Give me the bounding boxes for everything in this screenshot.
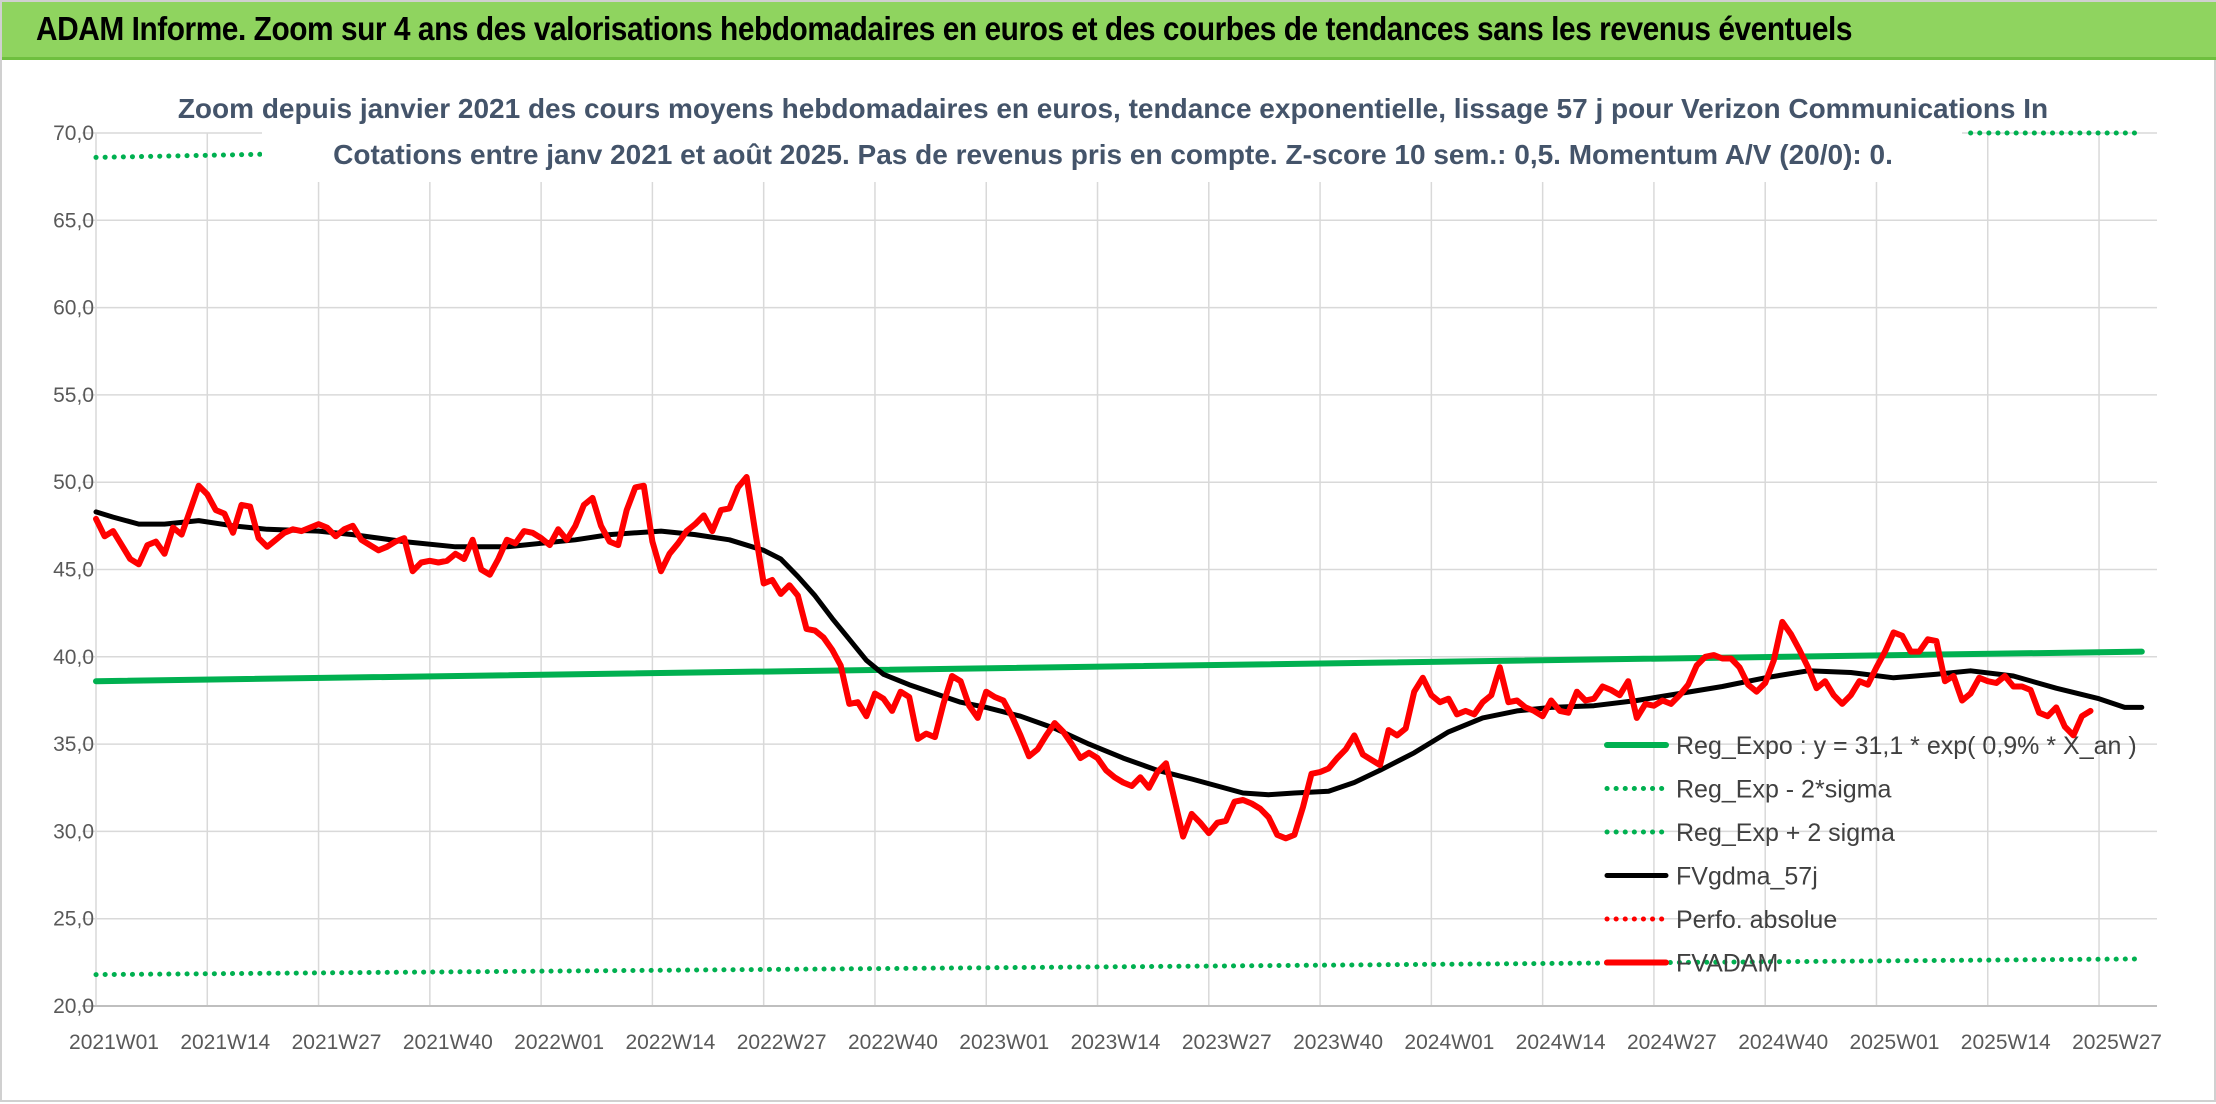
y-tick-label: 25,0 bbox=[53, 908, 94, 931]
legend-item: FVgdma_57j bbox=[1604, 863, 1818, 891]
series-reg-exp-2-sigma-line bbox=[93, 151, 279, 160]
x-tick-label: 2024W40 bbox=[1738, 1031, 1828, 1054]
y-tick-label: 40,0 bbox=[53, 646, 94, 669]
x-tick-label: 2022W40 bbox=[848, 1031, 938, 1054]
y-tick-label: 45,0 bbox=[53, 559, 94, 582]
y-axis: 20,0 25,0 30,0 35,0 40,0 45,0 50,0 55,0 60,0 65,0… bbox=[53, 122, 94, 1018]
x-tick-label: 2021W40 bbox=[403, 1031, 493, 1054]
x-tick-label: 2023W01 bbox=[959, 1031, 1049, 1054]
x-tick-label: 2023W27 bbox=[1182, 1031, 1272, 1054]
x-axis: 2021W01 2021W14 2021W27 2021W40 2022W01 2022W… bbox=[69, 1031, 2162, 1054]
legend-label: FVADAM bbox=[1676, 950, 1778, 978]
x-tick-label: 2021W14 bbox=[180, 1031, 270, 1054]
y-tick-label: 50,0 bbox=[53, 471, 94, 494]
x-tick-label: 2022W14 bbox=[625, 1031, 715, 1054]
legend-label: Perfo. absolue bbox=[1676, 906, 1837, 934]
x-tick-label: 2023W14 bbox=[1071, 1031, 1161, 1054]
legend-label: FVgdma_57j bbox=[1676, 863, 1818, 891]
x-tick-label: 2025W01 bbox=[1850, 1031, 1940, 1054]
series-reg-expo-y-31-1-exp-0-9-x-an-line bbox=[93, 648, 2145, 685]
report-banner: ADAM Informe. Zoom sur 4 ans des valoris… bbox=[2, 2, 2216, 60]
x-tick-label: 2024W14 bbox=[1516, 1031, 1606, 1054]
x-tick-label: 2021W01 bbox=[69, 1031, 159, 1054]
y-tick-label: 65,0 bbox=[53, 209, 94, 232]
series-fvadam-line bbox=[93, 474, 2094, 842]
series-reg-exp-2-sigma-line bbox=[93, 956, 2145, 978]
legend-item: Reg_Expo : y = 31,1 * exp( 0,9% * X_an ) bbox=[1604, 732, 2137, 760]
series-fvadam bbox=[93, 474, 2094, 842]
series-reg-exp-2-sigma bbox=[93, 130, 2145, 160]
y-tick-label: 70,0 bbox=[53, 122, 94, 145]
gridlines bbox=[82, 132, 2157, 1007]
legend-label: Reg_Exp - 2*sigma bbox=[1676, 776, 1891, 804]
y-tick-label: 30,0 bbox=[53, 820, 94, 843]
legend: Reg_Expo : y = 31,1 * exp( 0,9% * X_an )… bbox=[1604, 732, 2137, 978]
legend-item: Perfo. absolue bbox=[1604, 906, 1837, 934]
series-reg-exp-2-sigma bbox=[93, 956, 2145, 978]
y-tick-label: 20,0 bbox=[53, 995, 94, 1018]
legend-label: Reg_Exp + 2 sigma bbox=[1676, 819, 1895, 847]
y-tick-label: 35,0 bbox=[53, 733, 94, 756]
x-tick-label: 2024W27 bbox=[1627, 1031, 1717, 1054]
report-title: ADAM Informe. Zoom sur 4 ans des valoris… bbox=[36, 10, 1853, 47]
legend-item: Reg_Exp - 2*sigma bbox=[1604, 776, 1891, 804]
series-reg-expo-y-31-1-exp-0-9-x-an bbox=[93, 648, 2145, 685]
x-tick-label: 2022W27 bbox=[737, 1031, 827, 1054]
y-tick-label: 55,0 bbox=[53, 384, 94, 407]
chart-subtitle: Cotations entre janv 2021 et août 2025. … bbox=[333, 139, 1893, 170]
legend-label: Reg_Expo : y = 31,1 * exp( 0,9% * X_an ) bbox=[1676, 732, 2137, 760]
x-tick-label: 2025W27 bbox=[2072, 1031, 2162, 1054]
x-tick-label: 2022W01 bbox=[514, 1031, 604, 1054]
chart-title: Zoom depuis janvier 2021 des cours moyen… bbox=[178, 93, 2048, 124]
plot-area bbox=[93, 130, 2145, 978]
title-backdrop bbox=[262, 82, 1962, 182]
x-tick-label: 2025W14 bbox=[1961, 1031, 2051, 1054]
x-tick-label: 2024W01 bbox=[1404, 1031, 1494, 1054]
x-tick-label: 2023W40 bbox=[1293, 1031, 1383, 1054]
x-tick-label: 2021W27 bbox=[292, 1031, 382, 1054]
legend-item: Reg_Exp + 2 sigma bbox=[1604, 819, 1895, 847]
y-tick-label: 60,0 bbox=[53, 297, 94, 320]
legend-item: FVADAM bbox=[1604, 950, 1778, 978]
